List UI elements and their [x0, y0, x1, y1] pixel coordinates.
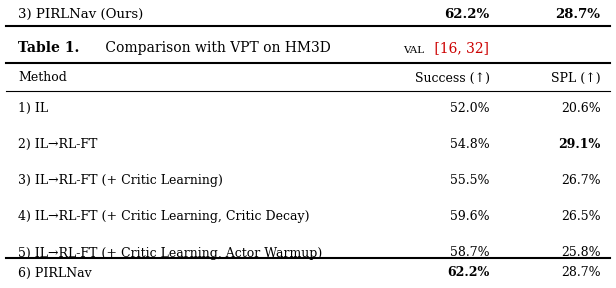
Text: 59.6%: 59.6% — [450, 210, 490, 223]
Text: 20.6%: 20.6% — [561, 101, 601, 115]
Text: 2) IL→RL-FT: 2) IL→RL-FT — [18, 138, 98, 151]
Text: 6) PIRLNav: 6) PIRLNav — [18, 266, 92, 279]
Text: VAL: VAL — [403, 46, 424, 55]
Text: 62.2%: 62.2% — [447, 266, 490, 279]
Text: Success (↑): Success (↑) — [415, 71, 490, 84]
Text: 62.2%: 62.2% — [445, 7, 490, 20]
Text: 4) IL→RL-FT (+ Critic Learning, Critic Decay): 4) IL→RL-FT (+ Critic Learning, Critic D… — [18, 210, 310, 223]
Text: 29.1%: 29.1% — [558, 138, 601, 151]
Text: [16, 32]: [16, 32] — [430, 41, 489, 55]
Text: SPL (↑): SPL (↑) — [551, 71, 601, 84]
Text: 3) PIRLNav (Ours): 3) PIRLNav (Ours) — [18, 7, 144, 20]
Text: Table 1.: Table 1. — [18, 41, 80, 55]
Text: Comparison with VPT on HM3D: Comparison with VPT on HM3D — [101, 41, 335, 55]
Text: 54.8%: 54.8% — [450, 138, 490, 151]
Text: 26.7%: 26.7% — [561, 174, 601, 187]
Text: 58.7%: 58.7% — [450, 247, 490, 259]
Text: 5) IL→RL-FT (+ Critic Learning, Actor Warmup): 5) IL→RL-FT (+ Critic Learning, Actor Wa… — [18, 247, 323, 259]
Text: 55.5%: 55.5% — [450, 174, 490, 187]
Text: 28.7%: 28.7% — [561, 266, 601, 279]
Text: 28.7%: 28.7% — [556, 7, 601, 20]
Text: 25.8%: 25.8% — [561, 247, 601, 259]
Text: 26.5%: 26.5% — [561, 210, 601, 223]
Text: 52.0%: 52.0% — [450, 101, 490, 115]
Text: Method: Method — [18, 71, 67, 84]
Text: 3) IL→RL-FT (+ Critic Learning): 3) IL→RL-FT (+ Critic Learning) — [18, 174, 224, 187]
Text: 1) IL: 1) IL — [18, 101, 49, 115]
